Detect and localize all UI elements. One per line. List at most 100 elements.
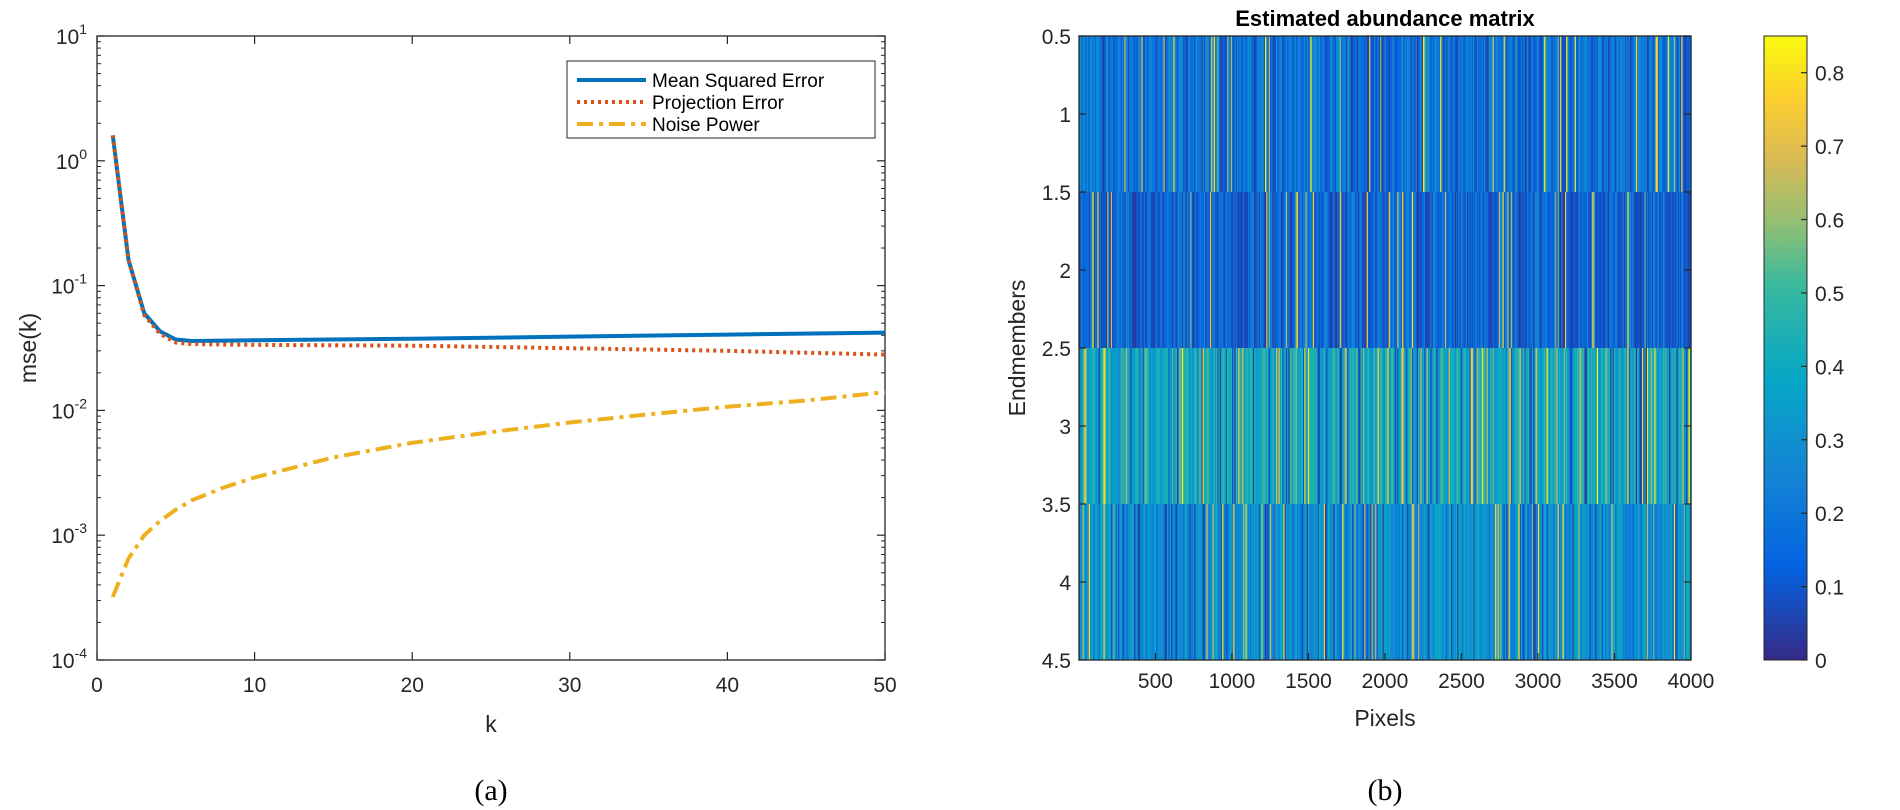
heatmap-cell [1353,504,1355,660]
heatmap-cell [1306,504,1309,660]
heatmap-cell [1176,348,1179,504]
heatmap-cell [1546,504,1549,660]
heatmap-cell [1547,348,1550,504]
heatmap-cell [1125,36,1128,192]
heatmap-cell [1394,36,1397,192]
heatmap-cell [1497,504,1500,660]
heatmap-cell [1118,504,1120,660]
heatmap-cell [1471,192,1474,348]
heatmap-cell [1110,192,1113,348]
heatmap-cell [1332,504,1335,660]
heatmap-cell [1115,504,1118,660]
heatmap-cell [1566,36,1568,192]
heatmap-cell [1116,36,1119,192]
heatmap-cell [1224,348,1227,504]
y-tick-base: 10 [51,400,74,423]
heatmap-cell [1512,504,1515,660]
heatmap-cell [1216,504,1218,660]
heatmap-cell [1665,504,1668,660]
heatmap-cell [1227,348,1229,504]
heatmap-cell [1389,348,1392,504]
heatmap-cell [1544,504,1546,660]
heatmap-cell [1471,36,1474,192]
heatmap-cell [1366,192,1369,348]
heatmap-cell [1329,504,1332,660]
heatmap-cell [1141,192,1144,348]
heatmap-cell [1620,192,1622,348]
heatmap-cell [1534,504,1537,660]
heatmap-cell [1385,192,1387,348]
heatmap-cell [1678,348,1681,504]
heatmap-cell [1173,192,1176,348]
heatmap-cell [1594,504,1597,660]
heatmap-cell [1520,348,1523,504]
heatmap-cell [1596,36,1599,192]
heatmap-cell [1436,36,1439,192]
heatmap-cell [1595,348,1598,504]
heatmap-cell [1514,348,1517,504]
heatmap-cell [1653,36,1655,192]
colorbar-tick-label: 0 [1815,650,1827,673]
heatmap-cell [1187,504,1190,660]
heatmap-cell [1411,192,1414,348]
heatmap-cell [1426,192,1429,348]
heatmap-cell [1409,192,1412,348]
heatmap-cell [1621,504,1624,660]
heatmap-cell [1661,504,1664,660]
heatmap-cell [1364,192,1367,348]
heatmap-cell [1300,504,1303,660]
heatmap-cell [1299,348,1302,504]
heatmap-cell [1183,192,1185,348]
heatmap-cell [1255,504,1258,660]
heatmap-cell [1105,192,1108,348]
heatmap-cell [1309,36,1311,192]
heatmap-cell [1555,36,1557,192]
heatmap-cell [1326,36,1329,192]
heatmap-cell [1602,504,1605,660]
heatmap-cell [1298,348,1300,504]
heatmap-cell [1672,348,1675,504]
heatmap-cell [1247,36,1250,192]
heatmap-cell [1200,192,1202,348]
heatmap-cell [1371,36,1374,192]
heatmap-cell [1085,348,1087,504]
heatmap-cell [1558,504,1561,660]
heatmap-cell [1415,192,1418,348]
heatmap-cell [1597,36,1600,192]
heatmap-cell [1513,192,1516,348]
heatmap-cell [1086,36,1089,192]
heatmap-cell [1526,348,1529,504]
heatmap-cell [1213,192,1216,348]
heatmap-cell [1464,348,1467,504]
heatmap-cell [1282,192,1285,348]
heatmap-cell [1238,192,1240,348]
heatmap-cell [1518,192,1521,348]
heatmap-cell [1266,504,1269,660]
heatmap-cell [1325,504,1327,660]
heatmap-cell [1185,192,1188,348]
heatmap-cell [1162,192,1165,348]
heatmap-cell [1489,192,1491,348]
heatmap-cell [1360,348,1363,504]
heatmap-cell [1360,36,1363,192]
heatmap-cell [1322,192,1325,348]
heatmap-cell [1291,504,1294,660]
heatmap-cell [1377,36,1380,192]
heatmap-cell [1196,192,1199,348]
heatmap-cell [1293,348,1296,504]
heatmap-cell [1202,504,1205,660]
heatmap-cell [1560,36,1562,192]
heatmap-cell [1140,348,1143,504]
heatmap-cell [1362,36,1365,192]
heatmap-cell [1348,348,1351,504]
heatmap-cell [1605,504,1608,660]
heatmap-cell [1539,504,1542,660]
heatmap-cell [1591,348,1594,504]
heatmap-cell [1397,348,1400,504]
heatmap-cell [1239,36,1242,192]
heatmap-cell [1498,192,1501,348]
heatmap-cell [1366,36,1369,192]
heatmap-cell [1643,192,1646,348]
heatmap-cell [1276,504,1278,660]
heatmap-cell [1594,36,1597,192]
